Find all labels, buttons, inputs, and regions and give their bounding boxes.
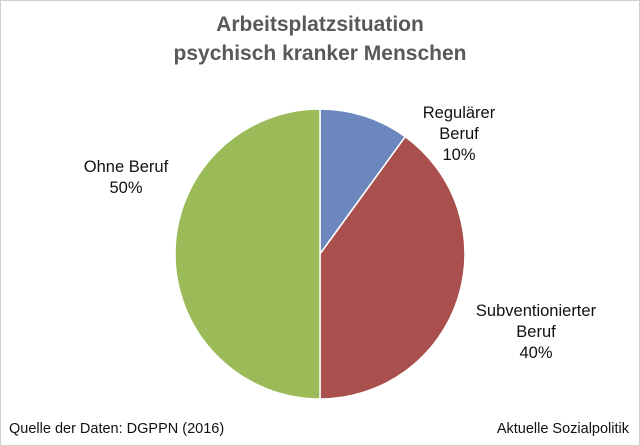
slice-value-unemployed: 50% — [109, 179, 143, 197]
source-note: Quelle der Daten: DGPPN (2016) — [9, 421, 225, 437]
slice-label-regular-line-2: Beruf — [439, 125, 479, 143]
slice-label-unemployed: Ohne Beruf 50% — [61, 157, 191, 199]
slice-label-regular-line-1: Regulärer — [422, 104, 496, 122]
chart-title-line-2: psychisch kranker Menschen — [173, 42, 467, 65]
slice-unemployed — [174, 108, 321, 400]
slice-label-subsidized-line-2: Beruf — [516, 323, 556, 341]
slice-value-subsidized: 40% — [519, 344, 553, 362]
slice-value-regular: 10% — [442, 146, 476, 164]
slice-label-unemployed-line-1: Ohne Beruf — [83, 158, 169, 176]
slice-label-subsidized: Subventionierter Beruf 40% — [451, 301, 621, 364]
slice-regular — [319, 108, 407, 257]
slice-label-subsidized-line-1: Subventionierter — [475, 302, 597, 320]
slice-subsidized — [319, 135, 466, 400]
slice-label-regular: Regulärer Beruf 10% — [399, 103, 519, 166]
publisher-brand: Aktuelle Sozialpolitik — [496, 421, 629, 437]
chart-title-line-1: Arbeitsplatzsituation — [216, 13, 424, 36]
